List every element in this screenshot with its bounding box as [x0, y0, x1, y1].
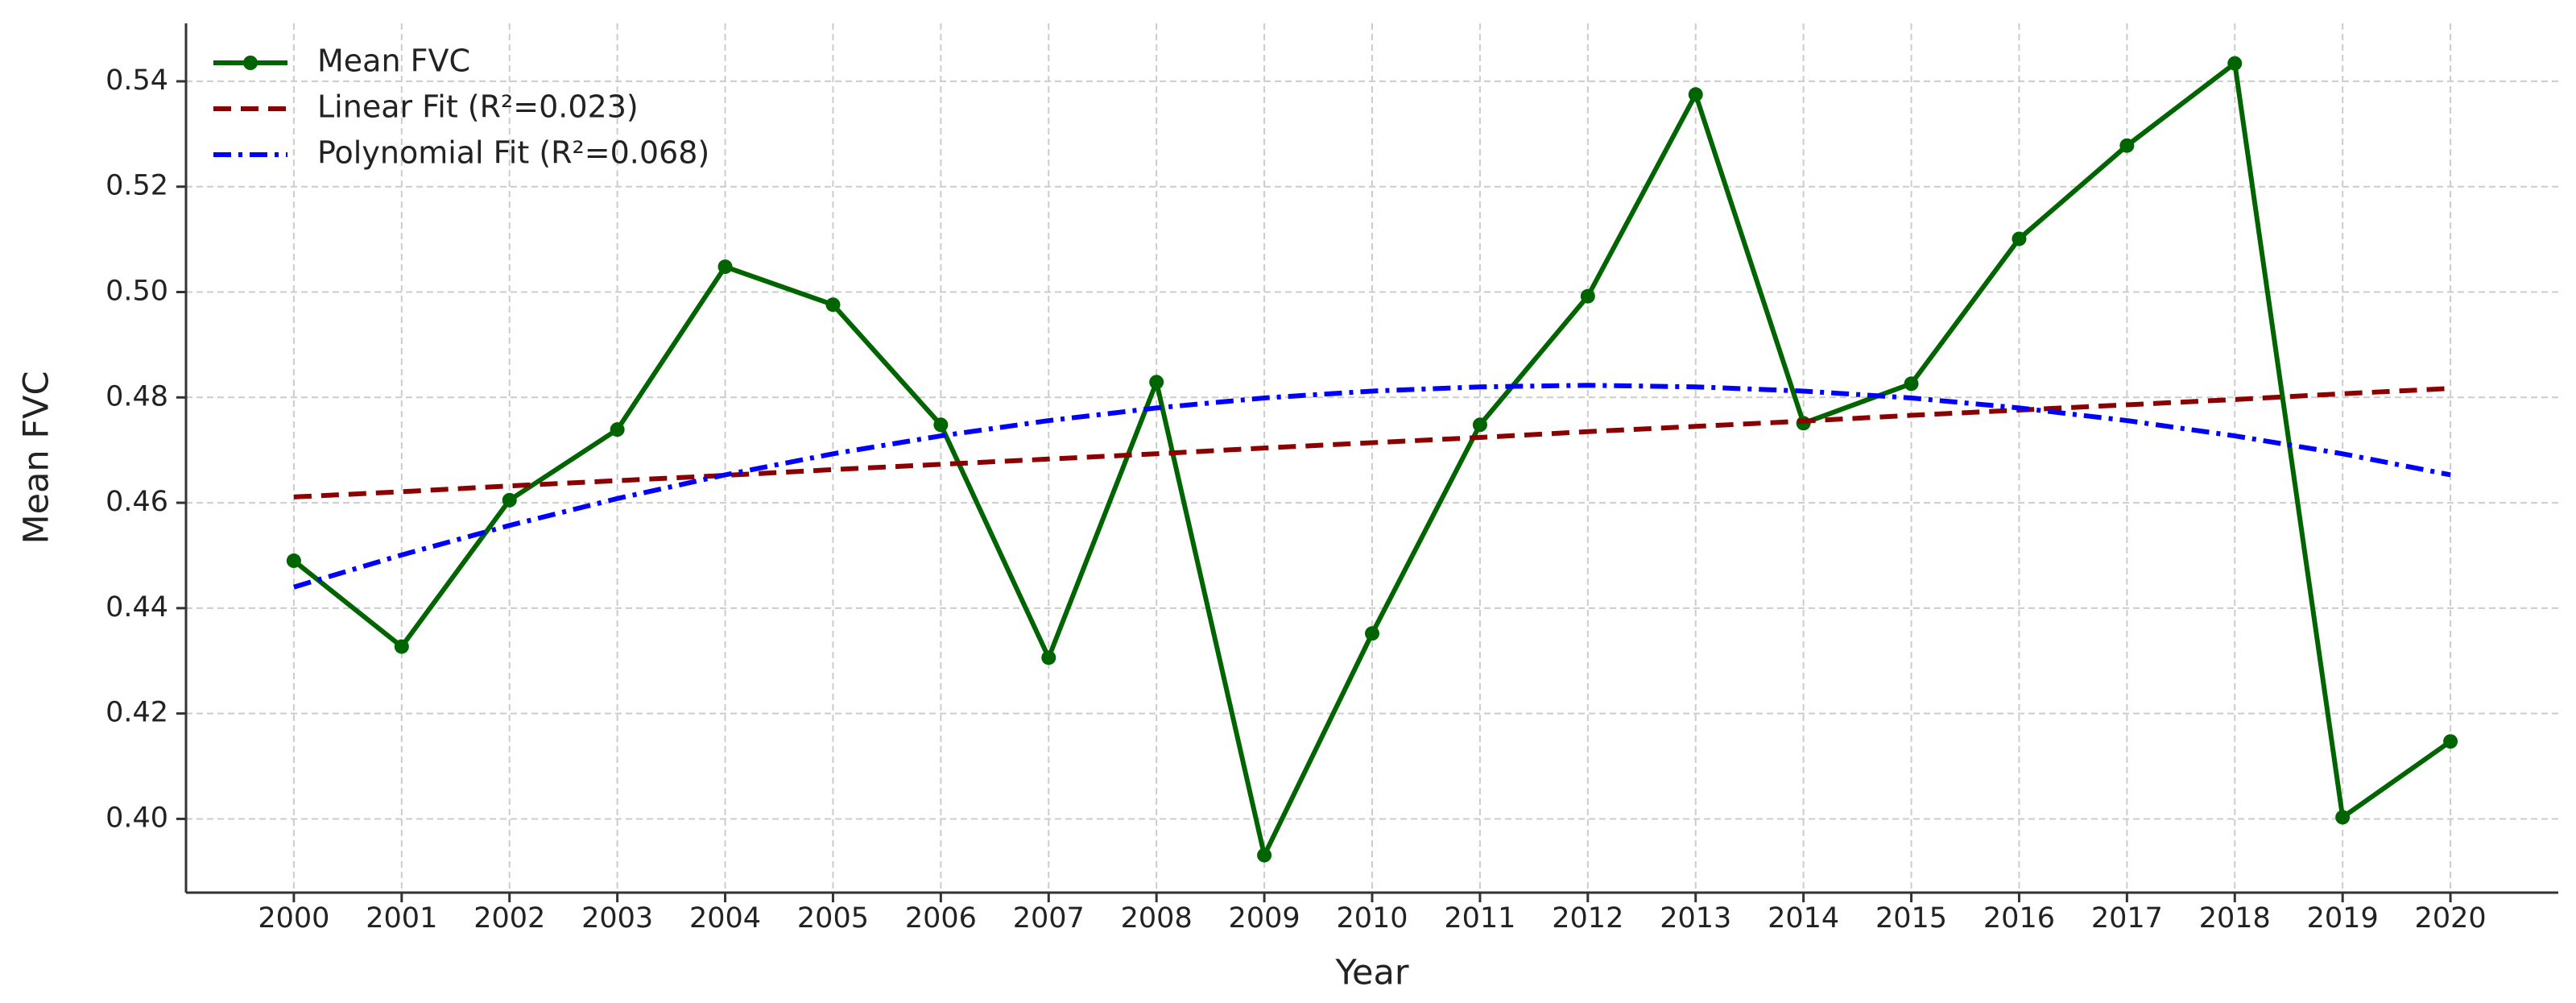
x-axis-label: Year: [1334, 953, 1408, 993]
data-point: [286, 553, 301, 569]
data-point: [2012, 231, 2027, 247]
x-tick-label: 2001: [366, 902, 437, 935]
data-point: [502, 492, 517, 508]
x-tick-label: 2002: [473, 902, 545, 935]
y-tick-label: 0.54: [105, 64, 168, 97]
data-point: [2119, 138, 2135, 153]
x-tick-label: 2013: [1660, 902, 1731, 935]
x-tick-label: 2009: [1229, 902, 1300, 935]
x-tick-label: 2000: [258, 902, 329, 935]
legend-label: Linear Fit (R²=0.023): [317, 89, 639, 125]
data-point: [610, 422, 625, 437]
legend-label: Polynomial Fit (R²=0.068): [317, 135, 709, 171]
legend-marker: [243, 56, 258, 70]
data-point: [1472, 417, 1487, 433]
x-tick-label: 2015: [1875, 902, 1947, 935]
x-tick-label: 2014: [1768, 902, 1839, 935]
data-point: [1257, 848, 1272, 863]
series-line: [293, 383, 2451, 590]
y-tick-label: 0.46: [105, 486, 168, 518]
x-tick-label: 2003: [581, 902, 653, 935]
x-tick-label: 2017: [2091, 902, 2163, 935]
y-tick-label: 0.40: [105, 802, 168, 834]
x-tick-label: 2006: [905, 902, 977, 935]
series-line: [293, 386, 2451, 499]
data-point: [2227, 56, 2243, 71]
y-tick-label: 0.48: [105, 380, 168, 412]
data-point: [1904, 376, 1919, 392]
x-tick-label: 2020: [2415, 902, 2487, 935]
x-tick-label: 2005: [797, 902, 869, 935]
data-point: [1041, 650, 1056, 665]
x-tick-label: 2004: [689, 902, 761, 935]
data-point: [1688, 87, 1703, 102]
data-point: [1149, 375, 1164, 390]
legend-label: Mean FVC: [317, 44, 470, 79]
x-tick-label: 2008: [1121, 902, 1193, 935]
data-point: [1580, 288, 1595, 304]
y-axis-label: Mean FVC: [17, 371, 57, 545]
data-point: [1365, 626, 1379, 641]
x-tick-label: 2010: [1336, 902, 1408, 935]
data-point: [825, 297, 841, 313]
x-tick-label: 2011: [1444, 902, 1515, 935]
data-point: [2443, 734, 2458, 749]
y-tick-label: 0.42: [105, 697, 168, 729]
x-tick-label: 2012: [1552, 902, 1623, 935]
data-point: [2335, 810, 2351, 825]
data-point: [717, 259, 733, 275]
x-tick-label: 2016: [1983, 902, 2055, 935]
y-tick-label: 0.50: [105, 276, 168, 308]
x-tick-label: 2007: [1013, 902, 1085, 935]
data-point: [394, 639, 409, 654]
y-tick-label: 0.44: [105, 591, 168, 624]
data-point: [933, 417, 949, 433]
x-tick-label: 2019: [2307, 902, 2379, 935]
x-tick-label: 2018: [2199, 902, 2271, 935]
y-tick-label: 0.52: [105, 170, 168, 202]
